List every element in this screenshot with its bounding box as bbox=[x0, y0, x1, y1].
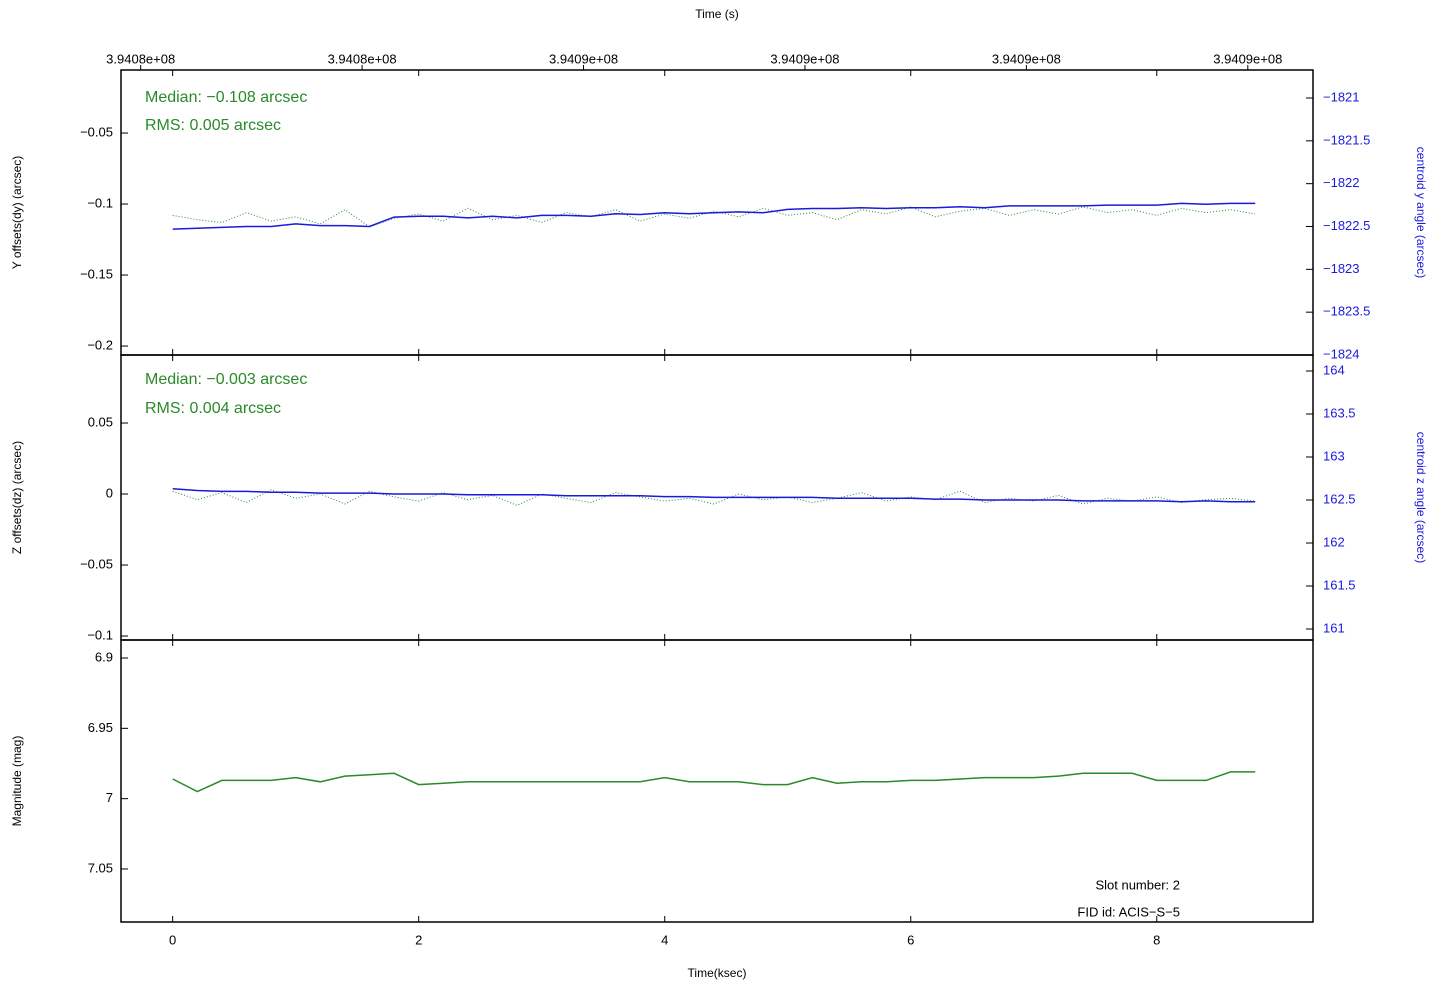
x-tick-label: 2 bbox=[415, 932, 422, 947]
y-tick-label: −0.1 bbox=[87, 195, 113, 210]
y-axis-label: Z offsets(dz) (arcsec) bbox=[10, 441, 24, 554]
y2-axis-label: centroid z angle (arcsec) bbox=[1414, 432, 1428, 563]
y2-tick-label: 164 bbox=[1323, 362, 1345, 377]
series-line bbox=[172, 206, 1256, 228]
x2-tick-label: 3.9409e+08 bbox=[1213, 51, 1282, 66]
y2-tick-label: 163 bbox=[1323, 448, 1345, 463]
y2-tick-label: −1822.5 bbox=[1323, 218, 1370, 233]
y2-tick-label: −1823.5 bbox=[1323, 304, 1370, 319]
x-tick-label: 4 bbox=[661, 932, 668, 947]
y2-tick-label: −1823 bbox=[1323, 261, 1360, 276]
series-line bbox=[172, 202, 1256, 230]
y-axis-label: Y offsets(dy) (arcsec) bbox=[10, 156, 24, 270]
y-tick-label: −0.1 bbox=[87, 627, 113, 642]
y2-tick-label: −1821.5 bbox=[1323, 132, 1370, 147]
series-line bbox=[172, 771, 1256, 793]
y2-tick-label: −1822 bbox=[1323, 175, 1360, 190]
y-tick-label: −0.2 bbox=[87, 337, 113, 352]
x2-tick-label: 3.9408e+08 bbox=[328, 51, 397, 66]
y-tick-label: −0.05 bbox=[80, 556, 113, 571]
x2-tick-label: 3.9409e+08 bbox=[549, 51, 618, 66]
x2-tick-label: 3.9408e+08 bbox=[106, 51, 175, 66]
y2-tick-label: 163.5 bbox=[1323, 405, 1356, 420]
annotation: RMS: 0.004 arcsec bbox=[145, 400, 281, 417]
x2-axis-label: Time (s) bbox=[695, 7, 739, 21]
y2-tick-label: 161 bbox=[1323, 620, 1345, 635]
y-tick-label: 6.9 bbox=[95, 649, 113, 664]
x-axis-label: Time(ksec) bbox=[688, 966, 747, 980]
y-tick-label: 0 bbox=[106, 485, 113, 500]
annotation: RMS: 0.005 arcsec bbox=[145, 117, 281, 134]
y2-axis-label: centroid y angle (arcsec) bbox=[1414, 147, 1428, 278]
y2-tick-label: 162 bbox=[1323, 534, 1345, 549]
annotation: Slot number: 2 bbox=[1095, 877, 1180, 892]
series-line bbox=[172, 488, 1256, 503]
x2-tick-label: 3.9409e+08 bbox=[992, 51, 1061, 66]
plot-frame bbox=[120, 639, 1314, 923]
y2-tick-label: 162.5 bbox=[1323, 491, 1356, 506]
y-tick-label: 0.05 bbox=[88, 414, 113, 429]
y-tick-label: 6.95 bbox=[88, 720, 113, 735]
y-tick-label: 7 bbox=[106, 790, 113, 805]
x2-tick-label: 3.9409e+08 bbox=[770, 51, 839, 66]
x-tick-label: 0 bbox=[169, 932, 176, 947]
series-line bbox=[172, 489, 1256, 506]
annotation: Median: −0.108 arcsec bbox=[145, 89, 307, 106]
x-tick-label: 8 bbox=[1153, 932, 1160, 947]
annotation: Median: −0.003 arcsec bbox=[145, 371, 307, 388]
y-tick-label: 7.05 bbox=[88, 860, 113, 875]
y-tick-label: −0.15 bbox=[80, 266, 113, 281]
annotation: FID id: ACIS−S−5 bbox=[1077, 904, 1180, 919]
y2-tick-label: −1824 bbox=[1323, 346, 1360, 361]
y-tick-label: −0.05 bbox=[80, 124, 113, 139]
y-axis-label: Magnitude (mag) bbox=[10, 736, 24, 827]
y2-tick-label: −1821 bbox=[1323, 89, 1360, 104]
y2-tick-label: 161.5 bbox=[1323, 577, 1356, 592]
x-tick-label: 6 bbox=[907, 932, 914, 947]
